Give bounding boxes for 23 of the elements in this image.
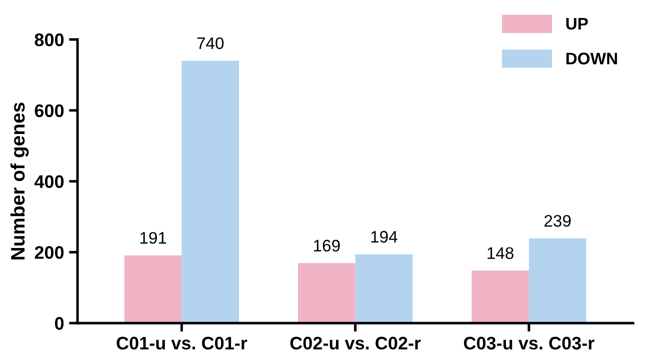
legend-label: DOWN (566, 52, 617, 64)
bar (124, 255, 182, 324)
x-tick-label: C03-u vs. C03-r (464, 336, 594, 350)
bar (182, 60, 239, 324)
legend-label: UP (566, 18, 588, 30)
y-tick-label: 0 (55, 317, 64, 330)
data-label: 169 (314, 240, 340, 252)
y-tick-label: 400 (34, 175, 64, 188)
x-tick-label: C01-u vs. C01-r (116, 336, 248, 350)
bar (528, 238, 586, 324)
data-label: 239 (544, 214, 571, 227)
y-tick-label: 600 (34, 104, 64, 118)
y-tick-label: 800 (34, 33, 64, 46)
data-label: 191 (140, 232, 166, 244)
data-label: 148 (488, 247, 514, 260)
y-tick-label: 200 (34, 246, 64, 259)
x-tick-label: C02-u vs. C02-r (290, 336, 421, 350)
bar (298, 263, 356, 324)
bar (472, 270, 529, 324)
y-axis-title: Number of genes (10, 102, 29, 260)
data-label: 194 (371, 230, 398, 243)
data-label: 740 (197, 37, 224, 50)
bar (355, 254, 413, 324)
